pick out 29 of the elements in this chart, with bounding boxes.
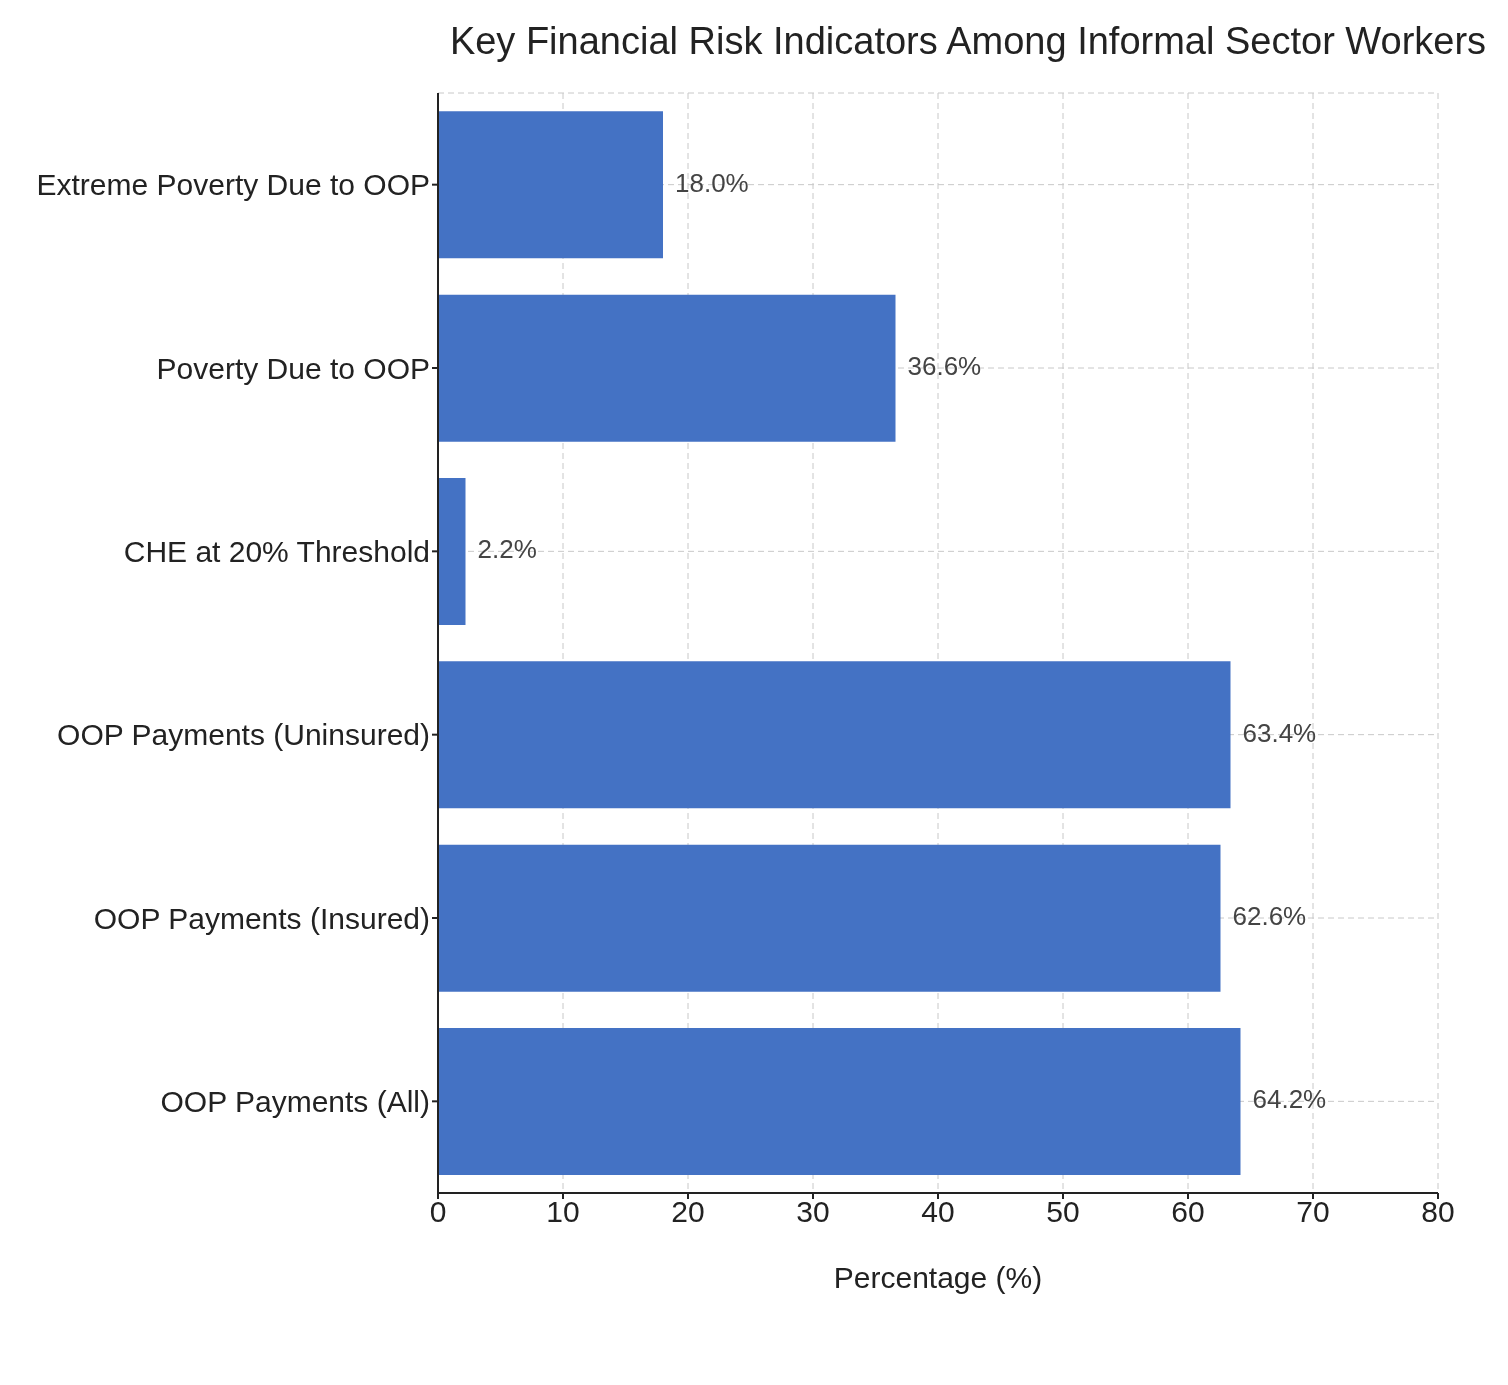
y-tick-label: OOP Payments (All) bbox=[160, 1084, 430, 1118]
data-label: 36.6% bbox=[907, 351, 982, 382]
bar bbox=[438, 1028, 1241, 1175]
x-tick-label: 80 bbox=[1421, 1195, 1455, 1229]
y-tick-label: Poverty Due to OOP bbox=[156, 351, 430, 385]
x-tick-label: 60 bbox=[1171, 1195, 1205, 1229]
x-tick-label: 20 bbox=[671, 1195, 705, 1229]
x-tick-label: 30 bbox=[796, 1195, 830, 1229]
data-label: 62.6% bbox=[1232, 901, 1307, 932]
bar bbox=[438, 111, 663, 259]
bar bbox=[438, 661, 1231, 809]
bar bbox=[438, 844, 1221, 992]
x-axis-title: Percentage (%) bbox=[833, 1261, 1043, 1294]
y-tick-label: OOP Payments (Uninsured) bbox=[57, 718, 430, 752]
data-label: 63.4% bbox=[1242, 717, 1317, 748]
bar bbox=[438, 478, 466, 625]
y-tick-label: OOP Payments (Insured) bbox=[93, 901, 430, 935]
x-tick-label: 0 bbox=[429, 1195, 447, 1229]
data-label: 18.0% bbox=[675, 167, 749, 198]
x-tick-label: 40 bbox=[921, 1195, 955, 1229]
x-tick-label: 50 bbox=[1046, 1195, 1080, 1229]
x-tick-label: 10 bbox=[546, 1195, 580, 1229]
data-label: 2.2% bbox=[477, 534, 537, 565]
y-tick-label: Extreme Poverty Due to OOP bbox=[36, 168, 430, 202]
bar bbox=[438, 294, 896, 442]
y-tick-label: CHE at 20% Threshold bbox=[123, 534, 430, 568]
chart-title: Key Financial Risk Indicators Among Informal Sector Workers bbox=[448, 20, 1488, 63]
x-tick-label: 70 bbox=[1296, 1195, 1330, 1229]
data-label: 64.2% bbox=[1252, 1084, 1327, 1115]
